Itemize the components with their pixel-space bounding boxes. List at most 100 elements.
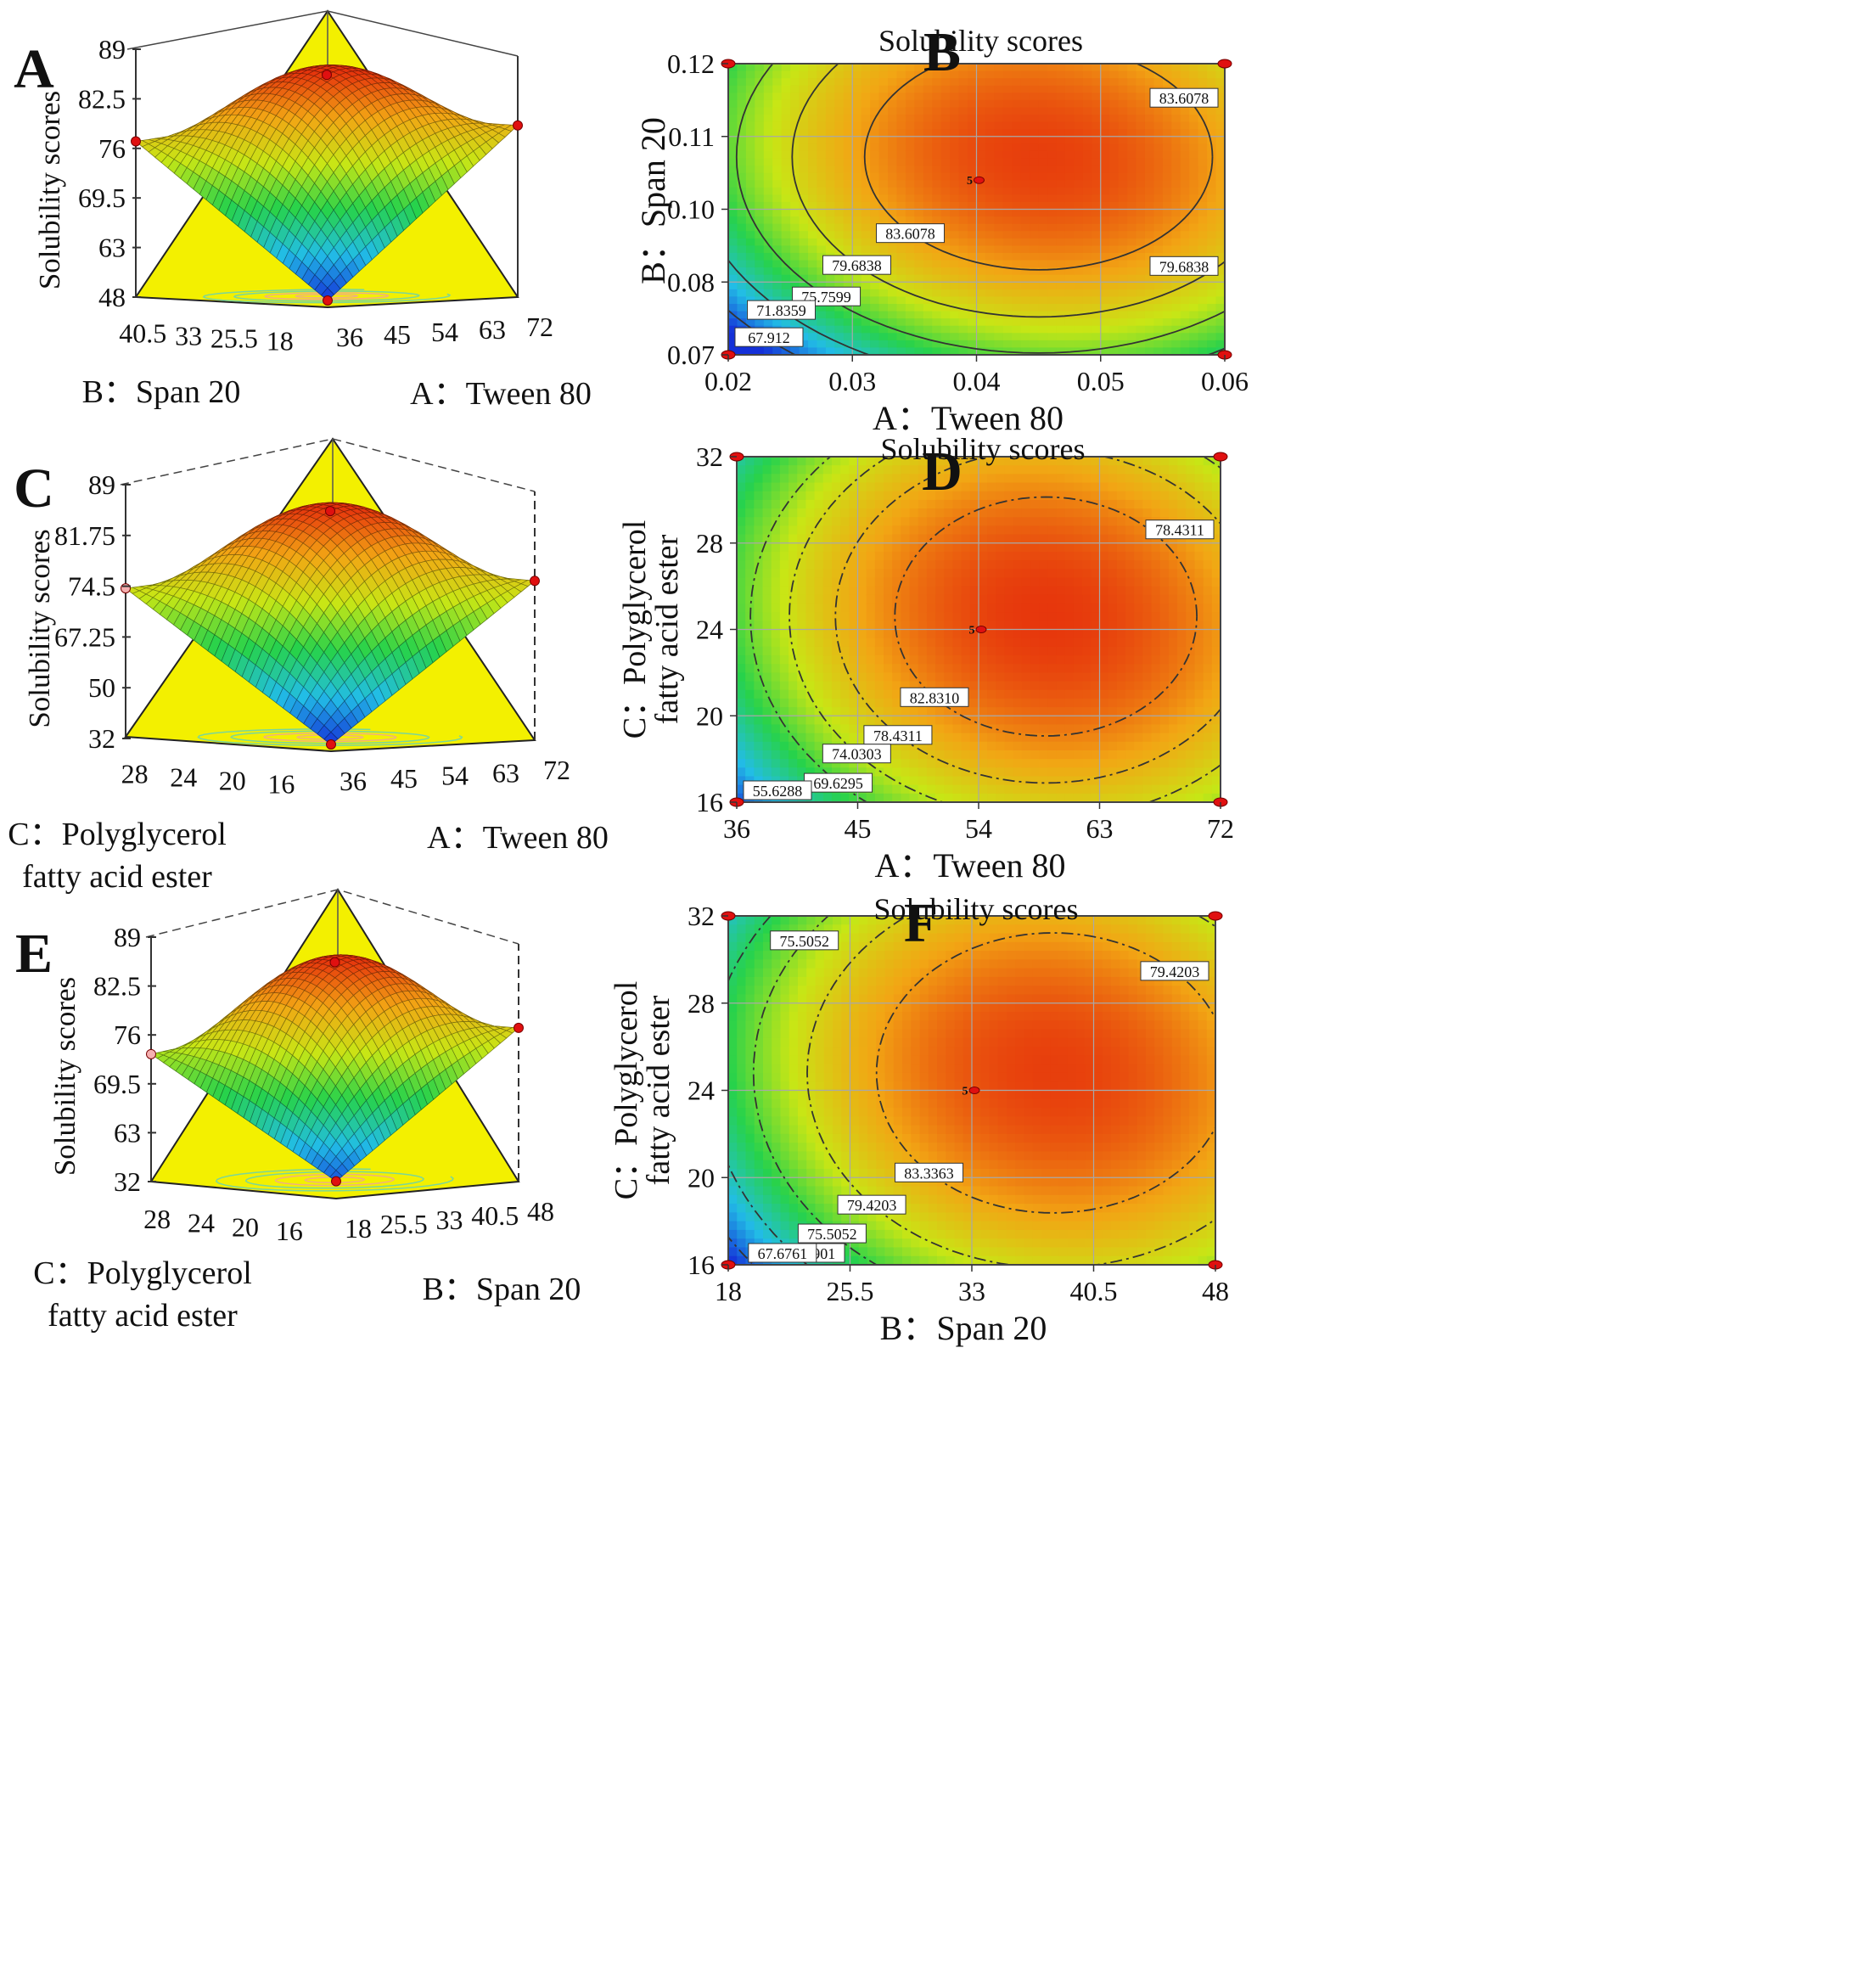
- heat-cell: [1198, 210, 1208, 217]
- heat-cell: [1074, 282, 1083, 289]
- heat-cell: [923, 289, 933, 297]
- heat-cell: [1119, 333, 1128, 340]
- heat-cell: [764, 216, 773, 224]
- heat-cell: [892, 552, 901, 561]
- heat-cell: [1127, 64, 1136, 71]
- heat-cell: [977, 289, 986, 297]
- heat-cell: [870, 312, 879, 319]
- heat-cell: [861, 224, 871, 232]
- heat-cell: [805, 638, 815, 648]
- heat-cell: [1083, 93, 1092, 100]
- heat-cell: [823, 535, 833, 544]
- heat-cell: [1198, 239, 1208, 246]
- heat-cell: [1012, 239, 1021, 246]
- heat-cell: [808, 158, 817, 166]
- heat-cell: [808, 275, 817, 283]
- heat-cell: [805, 742, 815, 751]
- heat-cell: [844, 188, 853, 195]
- heat-cell: [858, 664, 867, 673]
- heat-cell: [1057, 78, 1066, 86]
- heat-cell: [888, 188, 897, 195]
- heat-cell: [1074, 158, 1083, 166]
- heat-cell: [808, 122, 817, 130]
- heat-cell: [901, 500, 910, 509]
- heat-cell: [1101, 231, 1110, 239]
- heat-cell: [1109, 333, 1119, 340]
- heat-cell: [994, 151, 1003, 159]
- heat-cell: [746, 78, 755, 86]
- heat-cell: [875, 491, 884, 501]
- heat-cell: [737, 664, 746, 673]
- heat-cell: [1092, 188, 1101, 195]
- heat-cell: [950, 100, 959, 108]
- heat-cell: [834, 78, 844, 86]
- heat-cell: [910, 491, 919, 501]
- heat-cell: [1101, 64, 1110, 71]
- heat-cell: [875, 785, 884, 795]
- heat-cell: [1092, 210, 1101, 217]
- heat-cell: [764, 78, 773, 86]
- heat-cell: [1181, 137, 1190, 144]
- right-axis-tick: 36: [336, 322, 363, 352]
- heat-cell: [1039, 71, 1048, 79]
- heat-cell: [1092, 282, 1101, 289]
- heat-cell: [1153, 216, 1163, 224]
- heat-cell: [1216, 333, 1226, 340]
- heat-cell: [1171, 275, 1181, 283]
- heat-cell: [1047, 151, 1057, 159]
- heat-cell: [745, 500, 755, 509]
- heat-cell: [1153, 188, 1163, 195]
- heat-cell: [780, 750, 789, 760]
- heat-cell: [867, 672, 876, 682]
- heat-cell: [737, 750, 746, 760]
- x-tick-label: 0.05: [1077, 366, 1125, 396]
- heat-cell: [977, 78, 986, 86]
- heat-cell: [772, 115, 782, 122]
- heat-cell: [823, 595, 833, 604]
- heat-cell: [923, 122, 933, 130]
- heat-cell: [754, 577, 763, 587]
- heat-cell: [1030, 166, 1039, 173]
- heat-cell: [1109, 188, 1119, 195]
- heat-cell: [950, 318, 959, 326]
- heat-cell: [815, 587, 824, 596]
- heat-cell: [800, 231, 809, 239]
- heat-cell: [858, 552, 867, 561]
- heat-cell: [858, 525, 867, 535]
- heat-cell: [1039, 312, 1048, 319]
- heat-cell: [1109, 318, 1119, 326]
- heat-cell: [1030, 224, 1039, 232]
- heat-cell: [1163, 173, 1172, 181]
- chart-title: Solubility scores: [878, 24, 1083, 58]
- heat-cell: [763, 577, 772, 587]
- heat-cell: [1145, 202, 1154, 210]
- heat-cell: [1136, 100, 1146, 108]
- heat-cell: [892, 621, 901, 630]
- heat-cell: [840, 500, 850, 509]
- heat-cell: [1136, 289, 1146, 297]
- heat-cell: [888, 71, 897, 79]
- heat-cell: [1189, 231, 1198, 239]
- heat-cell: [985, 107, 995, 115]
- heat-cell: [1216, 296, 1226, 304]
- heat-cell: [808, 78, 817, 86]
- heat-cell: [888, 115, 897, 122]
- heat-cell: [950, 107, 959, 115]
- heat-cell: [1039, 289, 1048, 297]
- heat-cell: [1003, 318, 1013, 326]
- heat-cell: [800, 86, 809, 93]
- heat-cell: [959, 129, 968, 137]
- heat-cell: [789, 750, 798, 760]
- heat-cell: [1127, 333, 1136, 340]
- heat-cell: [772, 543, 781, 553]
- heat-cell: [1109, 64, 1119, 71]
- heat-cell: [1216, 289, 1226, 297]
- heat-cell: [754, 491, 763, 501]
- heat-cell: [844, 78, 853, 86]
- heat-cell: [826, 100, 835, 108]
- heat-cell: [826, 137, 835, 144]
- heat-cell: [985, 318, 995, 326]
- heat-cell: [763, 535, 772, 544]
- heat-cell: [959, 216, 968, 224]
- heat-cell: [867, 612, 876, 621]
